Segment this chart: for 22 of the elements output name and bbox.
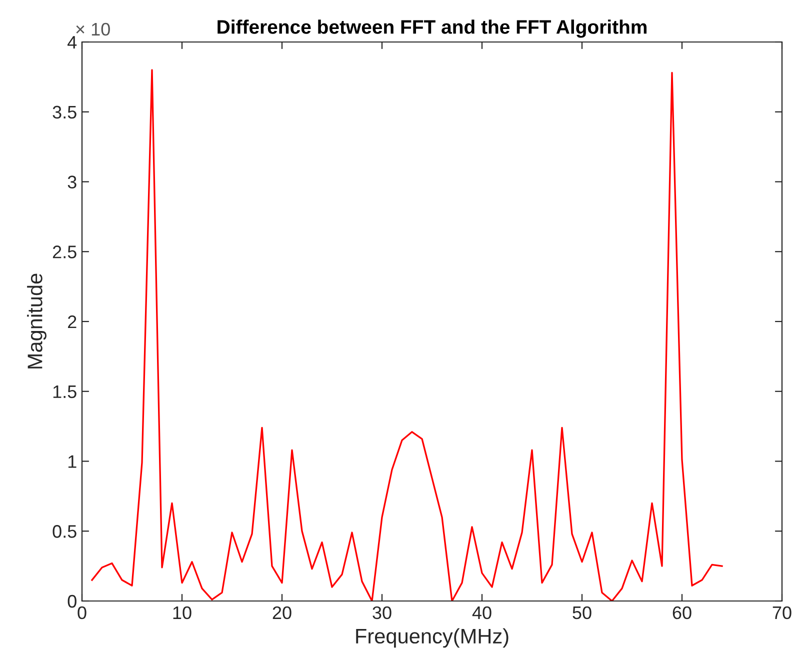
y-tick-label: 1.5 <box>53 385 76 398</box>
x-tick-label: 50 <box>572 606 592 620</box>
x-tick-label: 30 <box>372 606 392 620</box>
y-tick-label: 0.5 <box>52 525 76 538</box>
x-tick-label: 60 <box>672 606 692 620</box>
y-tick-label: 2.5 <box>52 246 76 258</box>
y-tick-label: 0 <box>68 594 76 608</box>
y-tick-label: 3 <box>68 176 76 188</box>
y-tick-label: 1 <box>68 455 76 468</box>
x-tick-label: 10 <box>173 606 192 620</box>
x-tick-label: 70 <box>772 606 792 620</box>
x-axis-title: Frequency(MHz) <box>356 628 508 648</box>
x-tick-label: 20 <box>272 606 292 620</box>
line-series <box>91 69 723 601</box>
y-tick-label: 2 <box>68 315 76 328</box>
text: × 10 <box>76 22 110 36</box>
x-tick-label: 40 <box>472 606 492 620</box>
chart-title: Difference between FFT and the FFT Algorithm <box>218 20 647 38</box>
y-tick-label: 3.5 <box>52 106 76 119</box>
x-tick-label: 0 <box>78 606 86 620</box>
y-tick-label: 4 <box>68 36 77 49</box>
y-axis-title: Magnitude <box>27 274 46 368</box>
